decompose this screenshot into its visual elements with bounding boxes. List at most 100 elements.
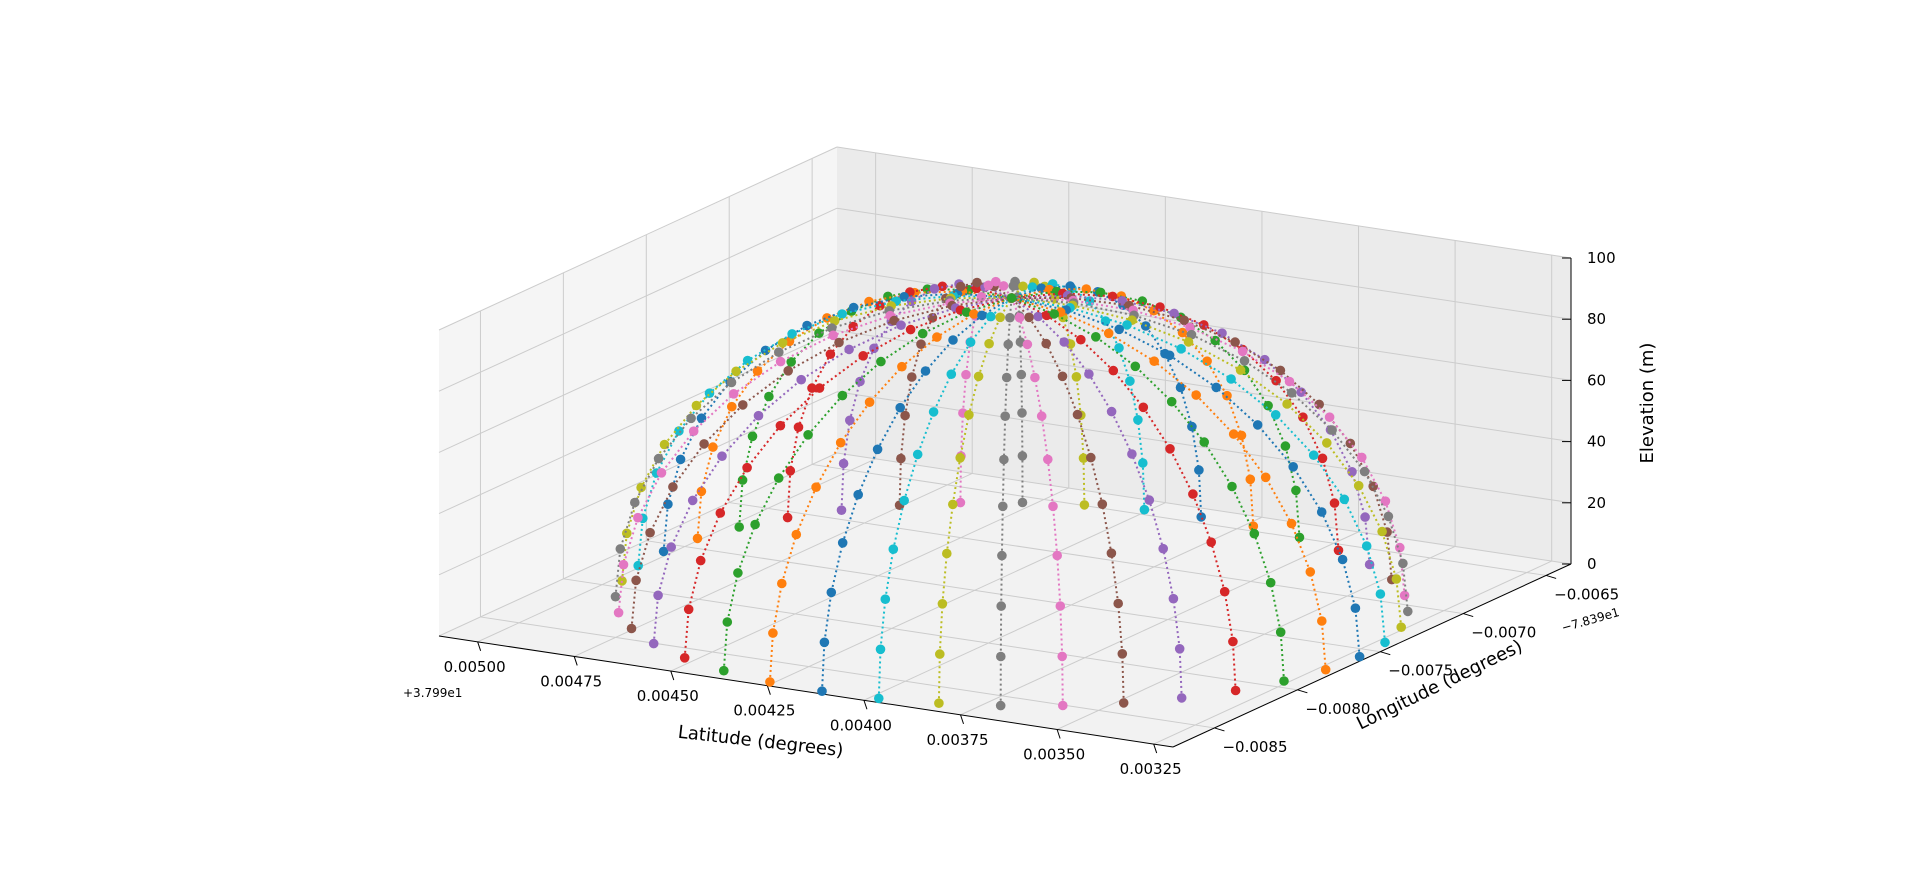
data-point (630, 497, 640, 508)
data-point (1245, 474, 1256, 485)
data-point (658, 546, 669, 557)
data-point (1391, 574, 1402, 584)
data-point (1108, 365, 1119, 376)
y-tick-label: −0.0080 (1305, 700, 1370, 718)
data-point (834, 337, 844, 348)
grid-line (646, 540, 1381, 653)
x-tick-mark (1056, 729, 1061, 739)
data-point (1138, 458, 1148, 468)
data-point (1248, 521, 1259, 531)
data-point (932, 332, 942, 342)
data-point (998, 281, 1009, 291)
data-point (1186, 329, 1197, 340)
data-point (817, 686, 827, 696)
data-point (1239, 356, 1250, 366)
data-point (864, 397, 875, 408)
y-tick-mark (1297, 689, 1308, 694)
data-point (973, 371, 984, 382)
data-point (1033, 311, 1043, 322)
data-point (1284, 376, 1295, 387)
data-point (920, 366, 931, 376)
data-point (1059, 337, 1069, 347)
data-point (964, 410, 974, 420)
data-point (1403, 606, 1413, 617)
data-point (1118, 698, 1129, 708)
data-point (991, 276, 1001, 287)
data-point (796, 374, 806, 385)
data-point (961, 307, 972, 318)
data-point (675, 454, 686, 465)
x-tick-label: 0.00425 (733, 702, 795, 720)
grid-line (1153, 560, 1552, 745)
y-tick-label: −0.0065 (1554, 585, 1619, 603)
data-point (696, 486, 707, 497)
data-point (633, 560, 643, 571)
series-line (1011, 297, 1403, 628)
data-point (726, 377, 737, 388)
data-point (742, 462, 752, 473)
data-point (610, 591, 621, 602)
data-point (1071, 372, 1082, 382)
data-point (1008, 281, 1019, 291)
data-point (666, 542, 676, 552)
data-point (1164, 350, 1175, 361)
x-tick-label: 0.00450 (637, 687, 699, 705)
data-point (742, 355, 753, 366)
data-point (1339, 494, 1350, 505)
data-point (787, 329, 797, 339)
data-point (1202, 356, 1212, 367)
data-point (1113, 598, 1123, 609)
data-point (1091, 332, 1101, 342)
data-point (653, 590, 663, 601)
data-point (875, 644, 886, 655)
data-point (626, 623, 637, 634)
data-point (1316, 507, 1327, 517)
data-point (1395, 542, 1405, 553)
data-point (844, 344, 854, 355)
data-point (1081, 284, 1092, 294)
grid-line (438, 330, 838, 515)
series-line (1011, 297, 1386, 643)
data-point (1275, 627, 1286, 637)
data-point (946, 369, 957, 380)
data-point (1327, 425, 1337, 435)
data-point (733, 568, 743, 578)
data-point (935, 649, 945, 659)
series-line (768, 297, 1012, 682)
data-point (1125, 376, 1135, 386)
data-point (948, 499, 958, 510)
data-point (1076, 334, 1086, 345)
data-point (837, 390, 848, 401)
y-tick-mark (1463, 613, 1474, 618)
data-point (1314, 399, 1324, 410)
data-point (1280, 441, 1291, 451)
data-point (972, 277, 982, 288)
series-line (1011, 282, 1146, 510)
data-point (1191, 390, 1201, 400)
data-point (1041, 338, 1051, 349)
data-point (1337, 554, 1348, 565)
data-point (1260, 472, 1271, 483)
data-point (837, 538, 848, 548)
data-point (1127, 449, 1137, 459)
grid-line (836, 207, 1572, 320)
data-point (791, 529, 802, 540)
z-tick-label: 0 (1587, 555, 1597, 573)
data-point (1357, 452, 1367, 463)
y-tick-label: −0.0075 (1388, 662, 1453, 680)
x-tick-label: 0.00375 (927, 731, 989, 749)
z-tick-label: 80 (1587, 310, 1606, 328)
data-point (1168, 593, 1179, 604)
z-tick-label: 60 (1587, 371, 1606, 389)
data-point (1137, 296, 1148, 306)
data-point (1377, 526, 1387, 537)
grid-line (836, 146, 1572, 259)
data-point (1183, 337, 1194, 347)
data-point (1185, 322, 1195, 333)
data-point (955, 453, 965, 463)
data-point (618, 559, 629, 570)
data-point (663, 499, 673, 510)
grid-line (563, 578, 1298, 691)
data-point (872, 444, 883, 455)
data-point (1282, 399, 1292, 409)
